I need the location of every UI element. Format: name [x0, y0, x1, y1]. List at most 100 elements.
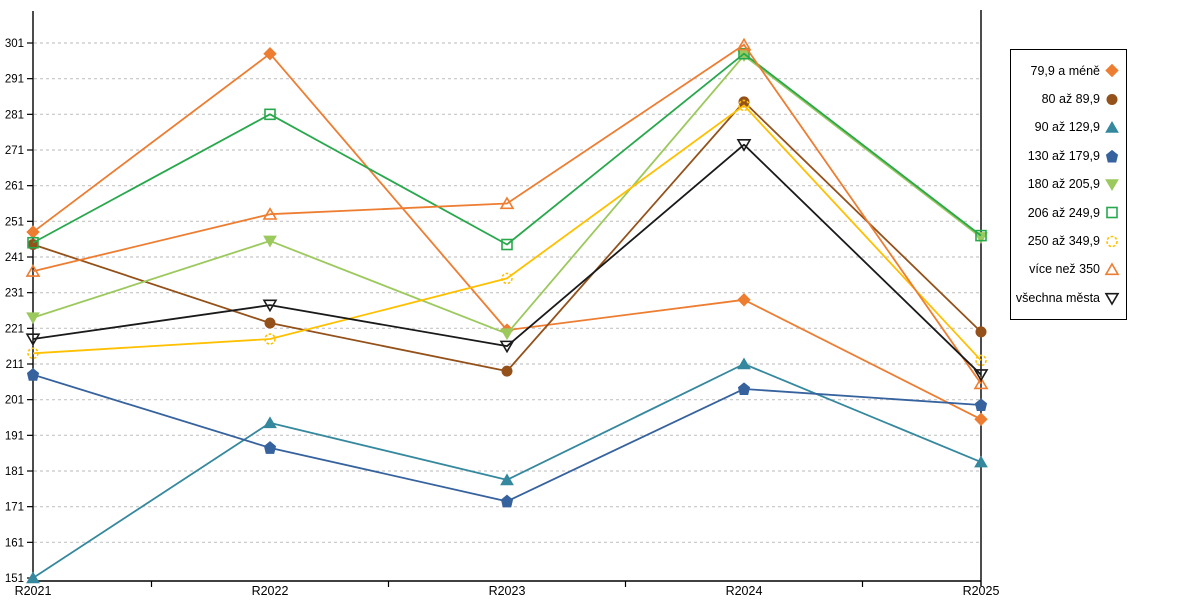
legend-item-2: 90 až 129,9: [1011, 120, 1126, 135]
triangle-up-marker-icon: [263, 416, 277, 429]
y-axis-ticks: 151 161 171 181 191 201 211 221 231 241 251 261 271 2…: [5, 38, 33, 585]
triangle-down-marker-icon: [500, 328, 514, 341]
triangle-down-marker-icon: [1105, 179, 1119, 191]
legend-item-4: 180 až 205,9: [1011, 177, 1126, 192]
gridlines: [34, 42, 981, 543]
triangle-up-marker-icon: [26, 571, 40, 584]
y-tick-label: 261: [5, 181, 24, 193]
series-5: [27, 47, 987, 251]
x-tick-label: R2025: [963, 584, 1000, 598]
legend-label: 180 až 205,9: [1027, 177, 1100, 192]
pentagon-marker-icon: [737, 382, 751, 395]
y-tick-label: 281: [5, 109, 24, 121]
series-line: [32, 104, 982, 362]
legend-circle-icon: [1106, 93, 1118, 105]
circle-dashed-marker-icon: [501, 272, 513, 285]
legend-label: 90 až 129,9: [1034, 120, 1100, 135]
triangle-down-marker-icon: [263, 235, 277, 248]
legend-label: všechna města: [1015, 290, 1100, 305]
triangle-down-marker-icon: [973, 369, 989, 382]
legend-label: 80 až 89,9: [1041, 92, 1100, 107]
y-tick-label: 271: [5, 145, 24, 157]
triangle-up-marker-icon: [25, 264, 41, 277]
legend-item-8: všechna města: [1011, 291, 1126, 306]
circle-marker-icon: [1106, 93, 1118, 105]
x-tick-label: R2022: [252, 584, 289, 598]
pentagon-marker-icon: [974, 398, 988, 412]
triangle-up-marker-icon: [1105, 121, 1119, 133]
diamond-marker-icon: [974, 412, 988, 426]
square-marker-icon: [738, 47, 750, 60]
legend-triangle-up-icon: [1104, 262, 1120, 276]
pentagon-marker-icon: [500, 494, 514, 508]
circle-marker-icon: [501, 365, 513, 377]
legend-label: 79,9 a méně: [1030, 63, 1101, 78]
y-tick-label: 171: [5, 502, 24, 514]
triangle-up-marker-icon: [737, 357, 751, 370]
square-marker-icon: [1106, 207, 1118, 219]
square-marker-icon: [27, 236, 39, 249]
x-tick-label: R2023: [489, 584, 526, 598]
series-6: [27, 99, 987, 367]
y-tick-label: 191: [5, 430, 24, 442]
triangle-down-marker-icon: [25, 333, 41, 347]
legend-label: 206 až 249,9: [1027, 205, 1100, 220]
circle-dashed-marker-icon: [1106, 235, 1118, 248]
triangle-down-marker-icon: [26, 312, 40, 325]
legend-label: 130 až 179,9: [1027, 148, 1100, 163]
legend-triangle-up-icon: [1105, 121, 1119, 133]
square-marker-icon: [264, 108, 276, 121]
circle-marker-icon: [975, 326, 987, 338]
x-tick-label: R2024: [726, 584, 763, 598]
series-3: [26, 368, 988, 508]
legend-item-5: 206 až 249,9: [1011, 205, 1126, 220]
diamond-marker-icon: [737, 293, 751, 307]
series-line: [32, 52, 982, 246]
axes: [32, 10, 982, 586]
triangle-up-marker-icon: [973, 376, 989, 390]
triangle-up-marker-icon: [499, 196, 515, 210]
triangle-down-marker-icon: [1104, 292, 1120, 306]
triangle-down-marker-icon: [736, 139, 752, 152]
y-tick-label: 231: [5, 288, 24, 300]
triangle-up-marker-icon: [974, 455, 988, 468]
series-line: [32, 143, 982, 376]
series-8: [25, 139, 989, 382]
legend-diamond-icon: [1105, 64, 1119, 78]
triangle-up-marker-icon: [262, 207, 278, 220]
legend-item-6: 250 až 349,9: [1011, 234, 1126, 249]
legend-label: 250 až 349,9: [1027, 233, 1100, 248]
x-tick-label: R2021: [15, 584, 52, 598]
circle-dashed-marker-icon: [264, 333, 276, 345]
pentagon-marker-icon: [1105, 149, 1119, 163]
y-tick-label: 301: [5, 38, 24, 50]
square-marker-icon: [975, 229, 987, 242]
series-2: [26, 357, 988, 584]
legend-item-7: více než 350: [1011, 262, 1126, 277]
circle-dashed-marker-icon: [975, 354, 987, 367]
series-4: [26, 50, 988, 341]
triangle-down-marker-icon: [499, 340, 515, 354]
chart-legend: 79,9 a méně 80 až 89,9 90 až 129,9 130 až 1…: [1010, 49, 1127, 320]
y-tick-label: 221: [5, 323, 24, 335]
diamond-marker-icon: [1105, 64, 1119, 78]
legend-label: více než 350: [1029, 262, 1100, 277]
y-tick-label: 151: [5, 573, 24, 585]
y-tick-label: 251: [5, 216, 24, 228]
pentagon-marker-icon: [26, 368, 40, 381]
legend-item-3: 130 až 179,9: [1011, 149, 1126, 164]
y-tick-label: 161: [5, 537, 24, 549]
triangle-down-marker-icon: [974, 232, 988, 244]
square-marker-icon: [501, 238, 513, 251]
series-1: [27, 96, 987, 377]
legend-item-1: 80 až 89,9: [1011, 92, 1126, 107]
triangle-up-marker-icon: [500, 473, 514, 486]
legend-triangle-down-icon: [1105, 179, 1119, 191]
circle-dashed-marker-icon: [27, 347, 39, 360]
triangle-down-marker-icon: [262, 299, 278, 313]
x-axis-ticks: R2021 R2022 R2023 R2024 R2025: [15, 581, 1000, 598]
legend-triangle-down-icon: [1104, 292, 1120, 306]
y-tick-label: 211: [6, 359, 24, 371]
triangle-up-marker-icon: [736, 37, 752, 51]
